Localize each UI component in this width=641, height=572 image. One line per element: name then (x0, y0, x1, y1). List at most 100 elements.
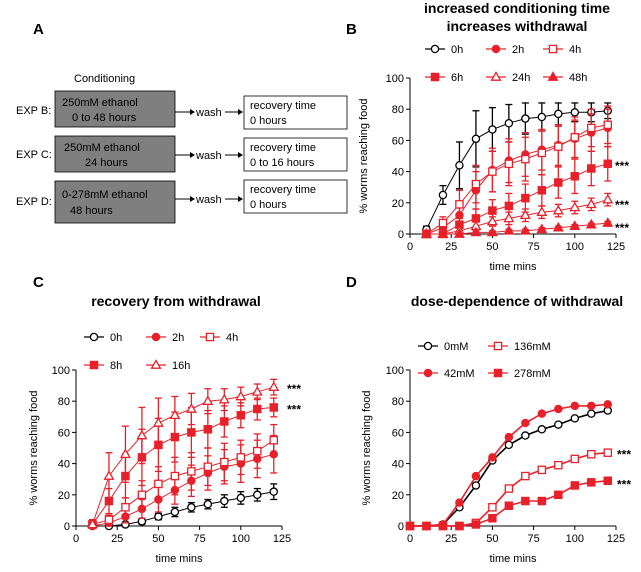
chart-c-point-0h-50 (154, 512, 163, 521)
chart-d-point-136mm-100 (570, 454, 580, 464)
chart-d-legend-item-278mm: 278mM (488, 368, 551, 380)
chart-b-legend: 0h 2h 4h 6h 24h 48h (425, 44, 587, 84)
chart-c-legend-item-16h: 16h (146, 359, 190, 372)
chart-b-point-0h-80 (537, 112, 547, 122)
chart-b-title-line-2: increases withdrawal (447, 18, 588, 34)
exp-d-cond-line1: 0-278mM ethanol (62, 189, 148, 201)
chart-c-y-tick-label-100: 100 (52, 365, 70, 377)
chart-c-point-16h-80 (202, 395, 214, 406)
chart-d-point-42mm-50 (488, 453, 497, 462)
exp-b-cond-line1: 250mM ethanol (62, 97, 138, 109)
chart-b-legend-item-48h: 48h (543, 71, 587, 84)
chart-c-point-0h-90 (220, 496, 229, 506)
chart-b-point-0h-30 (455, 161, 464, 170)
chart-b-point-0h-70 (521, 114, 530, 123)
chart-c-point-0h-80 (203, 499, 213, 509)
chart-b-x-label: time mins (489, 261, 537, 273)
chart-d-point-0mm-70 (521, 431, 530, 440)
chart-c-x-tick-label-0: 0 (73, 533, 79, 545)
exp-c-cond-line2: 24 hours (85, 157, 128, 169)
chart-d-legend-label-278mm: 278mM (514, 368, 551, 380)
chart-d-point-0mm-110 (587, 409, 596, 418)
chart-d-point-278mm-30 (455, 521, 464, 531)
chart-c-point-16h-100 (235, 390, 247, 401)
chart-d-y-tick-label-80: 80 (392, 396, 404, 408)
chart-d-x-tick-label-100: 100 (566, 533, 584, 545)
chart-b-y-tick-label-80: 80 (392, 104, 404, 116)
chart-d-series-0mm (405, 406, 613, 531)
chart-b-x-tick-label-75: 75 (527, 241, 539, 253)
chart-b-point-6h-60 (504, 201, 514, 211)
chart-d-x-tick-label-50: 50 (486, 533, 498, 545)
chart-d-point-278mm-90 (554, 490, 563, 500)
chart-d-point-136mm-50 (488, 503, 497, 512)
chart-c-legend-item-0h: 0h (84, 332, 122, 344)
chart-b-legend-marker-6h (430, 72, 440, 82)
chart-c-point-0h-110 (253, 490, 262, 500)
chart-b-title-line-1: increased conditioning time (424, 0, 610, 16)
chart-c-point-16h-60 (169, 409, 181, 420)
chart-d-point-42mm-100 (570, 401, 580, 411)
chart-d-legend: 0mM 136mM 42mM 278mM (418, 341, 551, 380)
chart-d-point-42mm-30 (455, 498, 464, 507)
chart-b-point-0h-50 (488, 125, 497, 134)
chart-b-legend-item-6h: 6h (425, 72, 463, 84)
chart-b-y-tick-label-100: 100 (386, 73, 404, 85)
exp-c-rec-line1: recovery time (250, 142, 316, 154)
chart-d-point-42mm-110 (587, 401, 596, 411)
chart-c-title-line-1: recovery from withdrawal (91, 293, 261, 309)
chart-b-point-4h-90 (554, 142, 563, 151)
chart-b-legend-marker-24h (490, 71, 502, 81)
chart-b-point-48h-30 (453, 228, 465, 238)
chart-c-point-4h-20 (104, 515, 114, 525)
chart-c-x-tick-label-25: 25 (111, 533, 123, 545)
chart-b-y-tick-label-40: 40 (392, 167, 404, 179)
exp-b-rec-line1: recovery time (250, 100, 316, 112)
exp-c-arrowhead-1 (190, 152, 195, 158)
chart-c-point-8h-110 (253, 404, 262, 414)
exp-c-arrowhead-2 (238, 152, 243, 158)
chart-d-title-line-1: dose-dependence of withdrawal (411, 293, 623, 309)
chart-b-point-4h-60 (504, 159, 514, 169)
chart-c-x-tick-label-100: 100 (232, 533, 250, 545)
chart-d-series-136mm (405, 448, 613, 531)
chart-c-point-4h-100 (236, 453, 246, 462)
exp-c-rec-line2: 0 to 16 hours (250, 157, 315, 169)
chart-c-legend-label-8h: 8h (110, 360, 122, 372)
chart-d-point-0mm-40 (471, 481, 481, 490)
chart-c-point-4h-80 (203, 462, 213, 471)
chart-b-point-48h-80 (536, 223, 548, 234)
chart-c-point-4h-120 (269, 435, 279, 445)
chart-b-legend-item-24h: 24h (486, 71, 530, 84)
chart-b-significance-2: *** (615, 198, 629, 212)
chart-c-legend-marker-0h (89, 332, 99, 342)
chart-c-point-4h-60 (170, 471, 180, 481)
chart-c-line-4h (92, 439, 275, 525)
chart-c-point-0h-70 (187, 503, 196, 512)
chart-b-point-0h-90 (554, 109, 563, 119)
chart-c-point-4h-90 (220, 457, 229, 467)
chart-b-point-24h-60 (503, 212, 515, 223)
chart-b-series-2h (422, 108, 613, 239)
chart-d-legend-marker-278mm (493, 368, 503, 378)
chart-d-point-42mm-90 (554, 404, 563, 414)
chart-d: dose-dependence of withdrawal 0 20 40 60 80 10… (361, 293, 631, 565)
exp-d-label: EXP D: (16, 196, 52, 208)
chart-d-x-label: time mins (489, 553, 537, 565)
chart-c-y-tick-label-40: 40 (58, 459, 70, 471)
exp-d-recovery-box (243, 179, 348, 214)
chart-b-legend-label-48h: 48h (569, 72, 587, 84)
chart-d-legend-item-0mm: 0mM (418, 341, 468, 353)
exp-b-arrowhead-2 (238, 109, 243, 115)
chart-b-point-48h-50 (486, 226, 498, 237)
chart-c-legend-label-2h: 2h (172, 332, 184, 344)
chart-b: increased conditioning time increases wit… (358, 0, 629, 273)
chart-d-point-136mm-90 (554, 460, 563, 470)
chart-d-point-278mm-120 (603, 476, 613, 486)
chart-d-y-tick-label-100: 100 (386, 365, 404, 377)
chart-d-point-42mm-120 (603, 400, 613, 409)
chart-b-point-6h-80 (537, 186, 547, 195)
chart-d-point-0mm-100 (570, 414, 580, 423)
chart-c-point-16h-10 (86, 518, 98, 529)
chart-d-point-136mm-120 (603, 448, 613, 457)
